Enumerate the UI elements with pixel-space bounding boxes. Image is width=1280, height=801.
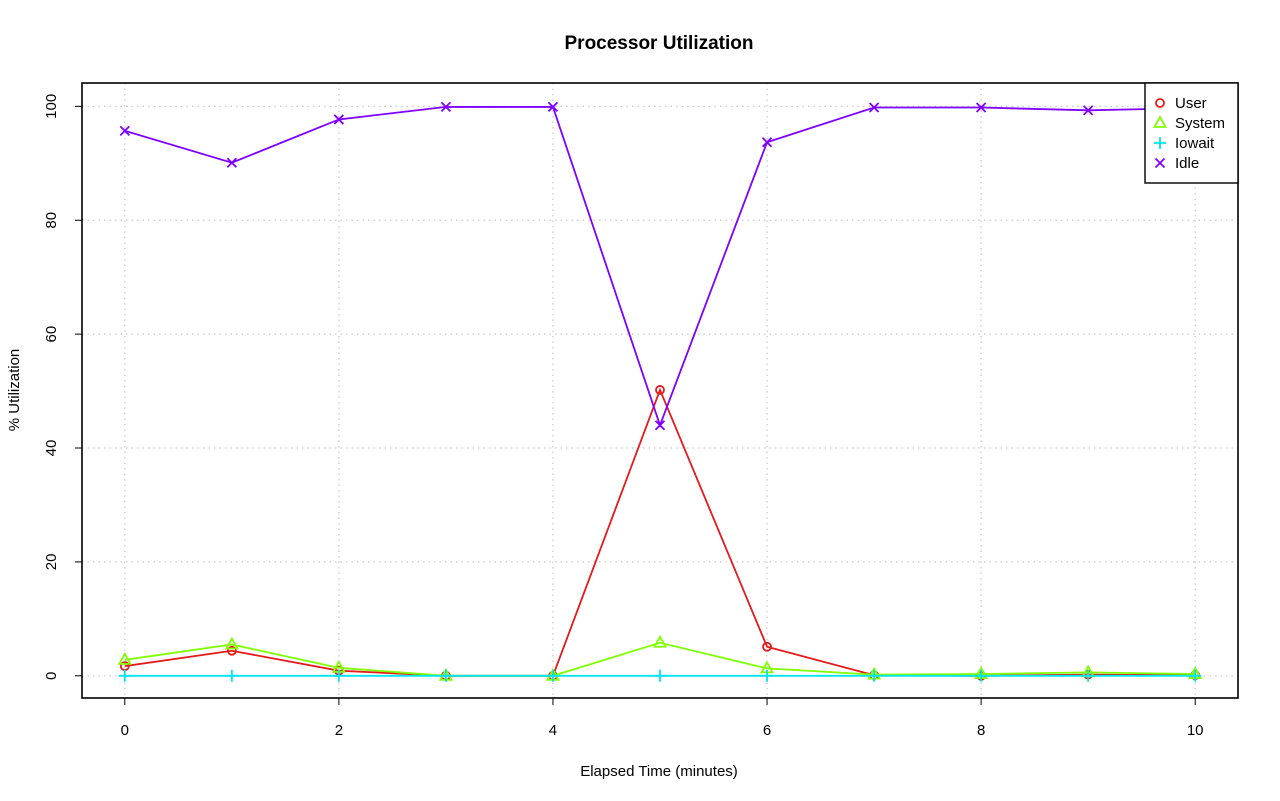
data-point-system — [117, 651, 132, 665]
data-point-iowait — [439, 669, 452, 682]
data-point-idle — [654, 420, 666, 431]
data-point-iowait — [1082, 669, 1095, 682]
data-point-iowait — [225, 669, 238, 682]
x-tick-label: 0 — [121, 722, 129, 739]
data-point-idle — [226, 157, 237, 168]
series-line-idle — [124, 106, 1196, 428]
data-point-user — [762, 641, 772, 652]
y-axis: 0 20 40 60 80 100 — [43, 94, 82, 680]
data-point-idle — [1083, 105, 1094, 116]
data-point-system — [652, 634, 668, 648]
x-axis-label: Elapsed Time (minutes) — [580, 763, 738, 780]
y-tick-label: 60 — [43, 326, 60, 343]
legend-key-system — [1152, 115, 1168, 128]
data-point-user — [226, 645, 237, 656]
series-line-system — [124, 641, 1196, 677]
legend: User System Iowait Idle — [1144, 82, 1239, 184]
x-tick-label: 10 — [1187, 722, 1204, 739]
series-system — [117, 634, 1203, 681]
data-point-idle — [119, 125, 130, 136]
data-point-idle — [975, 102, 987, 113]
legend-label: User — [1175, 95, 1207, 112]
data-point-user — [655, 385, 665, 395]
series-layer — [117, 101, 1203, 682]
legend-item: Iowait — [1154, 135, 1215, 152]
x-tick-label: 2 — [335, 722, 343, 739]
data-point-iowait — [761, 669, 774, 682]
series-idle — [119, 101, 1201, 431]
series-iowait — [118, 669, 1202, 682]
legend-key-iowait — [1154, 137, 1166, 149]
legend-item: Idle — [1154, 155, 1199, 172]
legend-item: System — [1152, 115, 1225, 132]
legend-item: User — [1155, 95, 1207, 112]
x-axis: 0 2 4 6 8 10 — [121, 697, 1204, 739]
legend-label: Idle — [1175, 155, 1199, 172]
legend-label: System — [1175, 115, 1225, 132]
data-point-iowait — [868, 669, 881, 682]
legend-key-idle — [1154, 157, 1166, 169]
legend-key-user — [1155, 98, 1165, 108]
data-point-iowait — [332, 669, 345, 682]
y-tick-label: 100 — [43, 94, 60, 119]
data-point-iowait — [118, 669, 131, 682]
data-point-iowait — [975, 669, 988, 682]
y-tick-label: 40 — [43, 440, 60, 457]
data-point-iowait — [546, 669, 559, 682]
x-tick-label: 8 — [977, 722, 985, 739]
series-line-user — [124, 387, 1196, 677]
chart-title: Processor Utilization — [565, 33, 754, 54]
data-point-iowait — [654, 669, 666, 682]
y-tick-label: 20 — [43, 554, 60, 571]
data-point-idle — [333, 114, 345, 125]
legend-label: Iowait — [1175, 135, 1215, 152]
data-point-idle — [440, 101, 452, 113]
data-point-idle — [761, 137, 773, 148]
x-tick-label: 4 — [549, 722, 557, 739]
data-point-idle — [868, 102, 880, 113]
data-point-system — [224, 636, 239, 650]
y-tick-label: 0 — [43, 672, 60, 680]
y-axis-label: % Utilization — [6, 349, 23, 432]
x-tick-label: 6 — [763, 722, 771, 739]
data-point-iowait — [1189, 669, 1202, 682]
y-tick-label: 80 — [43, 212, 60, 229]
data-point-idle — [547, 101, 559, 113]
